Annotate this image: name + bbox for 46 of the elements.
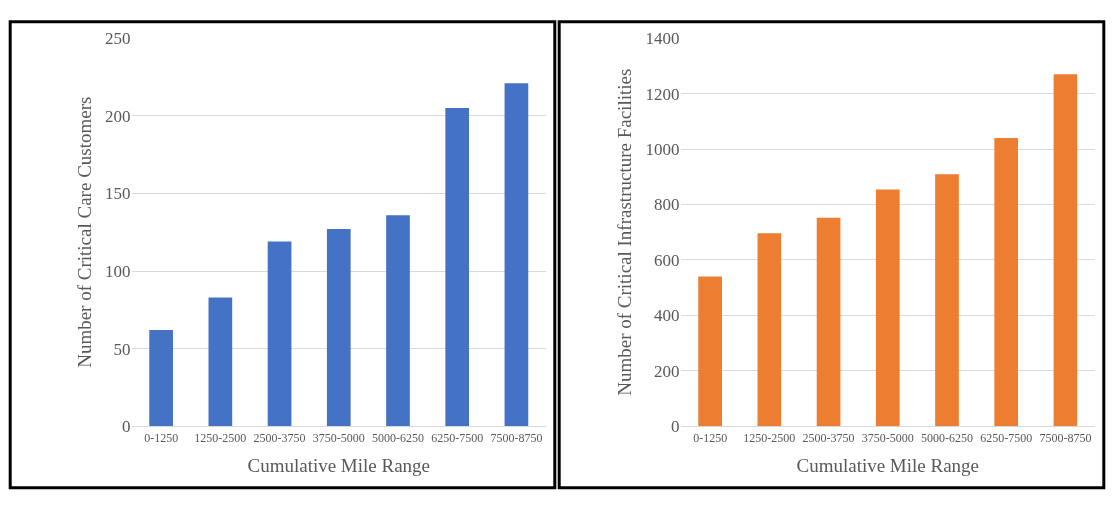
x-tick-label: 3750-5000 (312, 430, 365, 445)
y-axis-title: Number of Critical Care Customers (73, 96, 95, 368)
y-tick-label: 200 (105, 106, 131, 126)
x-tick-label: 7500-8750 (490, 430, 543, 445)
x-tick-label: 6250-7500 (980, 430, 1033, 445)
y-tick-label: 1200 (645, 84, 680, 104)
y-axis-title: Number of Critical Infrastructure Facilities (614, 68, 636, 396)
bar (504, 83, 529, 427)
bar (1053, 74, 1078, 427)
y-tick-label: 100 (105, 261, 131, 281)
x-tick-label: 5000-6250 (920, 430, 973, 445)
y-tick-label: 1400 (645, 29, 680, 49)
bar (757, 233, 782, 427)
y-tick-label: 200 (654, 361, 680, 381)
x-tick-label: 6250-7500 (431, 430, 484, 445)
bar (698, 276, 722, 427)
bar (816, 217, 841, 427)
y-tick-label: 600 (654, 250, 680, 270)
x-tick-label: 1250-2500 (743, 430, 796, 445)
y-tick-label: 250 (105, 29, 131, 49)
x-tick-label: 5000-6250 (371, 430, 424, 445)
x-tick-label: 3750-5000 (861, 430, 914, 445)
y-tick-label: 0 (671, 417, 680, 437)
x-tick-label: 0-1250 (144, 430, 179, 445)
bar (149, 329, 173, 427)
x-tick-label: 1250-2500 (194, 430, 247, 445)
bar (326, 229, 351, 427)
y-tick-label: 400 (654, 306, 680, 326)
x-axis-title: Cumulative Mile Range (247, 455, 431, 477)
bar (875, 189, 900, 427)
x-tick-label: 7500-8750 (1039, 430, 1092, 445)
bar (386, 215, 410, 427)
x-tick-label: 2500-3750 (802, 430, 855, 445)
bar (935, 174, 959, 427)
x-tick-label: 0-1250 (693, 430, 728, 445)
y-tick-label: 50 (113, 339, 131, 359)
bar (994, 138, 1019, 427)
y-tick-label: 1000 (645, 140, 680, 160)
x-axis-title: Cumulative Mile Range (796, 455, 980, 477)
y-tick-label: 150 (105, 184, 131, 204)
x-tick-label: 2500-3750 (253, 430, 306, 445)
y-tick-label: 0 (122, 417, 131, 437)
bar (445, 108, 470, 427)
bar (208, 297, 233, 427)
y-tick-label: 800 (654, 195, 680, 215)
bar (267, 241, 292, 427)
